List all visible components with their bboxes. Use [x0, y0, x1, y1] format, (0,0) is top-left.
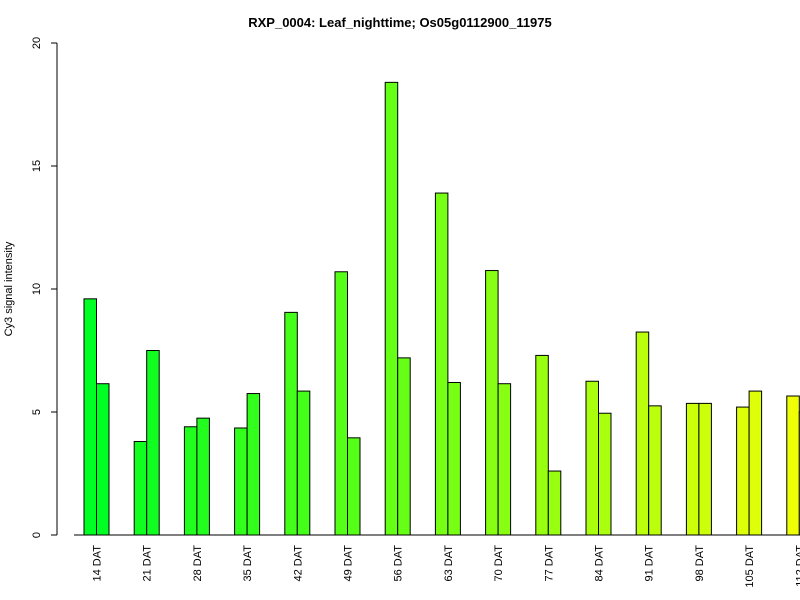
bar [334, 271, 348, 536]
bar [296, 390, 311, 536]
bar [133, 441, 148, 536]
bar [246, 393, 261, 536]
x-tick-label: 91 DAT [644, 545, 656, 582]
x-axis-tick-labels: 14 DAT 21 DAT 28 DAT 35 DAT 42 DAT 49 DAT 56 D… [92, 545, 800, 588]
bar [497, 383, 512, 536]
bar [434, 192, 449, 536]
bar [183, 426, 198, 536]
x-tick-label: 70 DAT [493, 545, 505, 582]
bar [397, 357, 411, 536]
bar [648, 405, 662, 536]
x-tick-label: 77 DAT [543, 545, 555, 582]
x-tick-label: 105 DAT [744, 545, 756, 588]
bar [347, 437, 361, 536]
bar [234, 427, 248, 536]
bar [535, 354, 549, 536]
x-tick-label: 49 DAT [343, 545, 355, 582]
bar [585, 380, 599, 536]
y-tick-label: 15 [31, 160, 43, 172]
x-tick-label: 112 DAT [794, 545, 800, 587]
bar [635, 331, 650, 536]
x-tick-label: 56 DAT [393, 545, 405, 582]
bar [284, 311, 298, 536]
bar [748, 390, 763, 536]
bar [83, 298, 97, 536]
chart-title: RXP_0004: Leaf_nighttime; Os05g0112900_1… [248, 15, 552, 30]
x-tick-label: 42 DAT [292, 545, 304, 582]
x-tick-label: 35 DAT [242, 545, 254, 582]
y-tick-label: 10 [31, 283, 43, 295]
bars-group [83, 81, 800, 536]
bar [485, 270, 499, 536]
bar [698, 402, 712, 536]
bar [786, 395, 800, 536]
bar [736, 406, 750, 536]
bar [547, 470, 562, 536]
bar [146, 350, 160, 536]
x-tick-label: 28 DAT [192, 545, 204, 582]
x-tick-label: 63 DAT [443, 545, 455, 582]
y-tick-label: 0 [31, 532, 43, 538]
y-axis: 0 5 10 15 20 [31, 37, 58, 538]
bar [384, 81, 399, 536]
bar [685, 402, 700, 536]
y-axis-label: Cy3 signal intensity [3, 241, 15, 336]
y-tick-label: 5 [31, 409, 43, 415]
bar [447, 381, 461, 536]
x-tick-label: 14 DAT [92, 545, 104, 582]
y-tick-label: 20 [31, 37, 43, 49]
bar [196, 417, 210, 536]
bar [598, 412, 612, 536]
x-tick-label: 21 DAT [142, 545, 154, 582]
x-tick-label: 84 DAT [594, 545, 606, 582]
x-tick-label: 98 DAT [694, 545, 706, 582]
bar [96, 383, 110, 536]
